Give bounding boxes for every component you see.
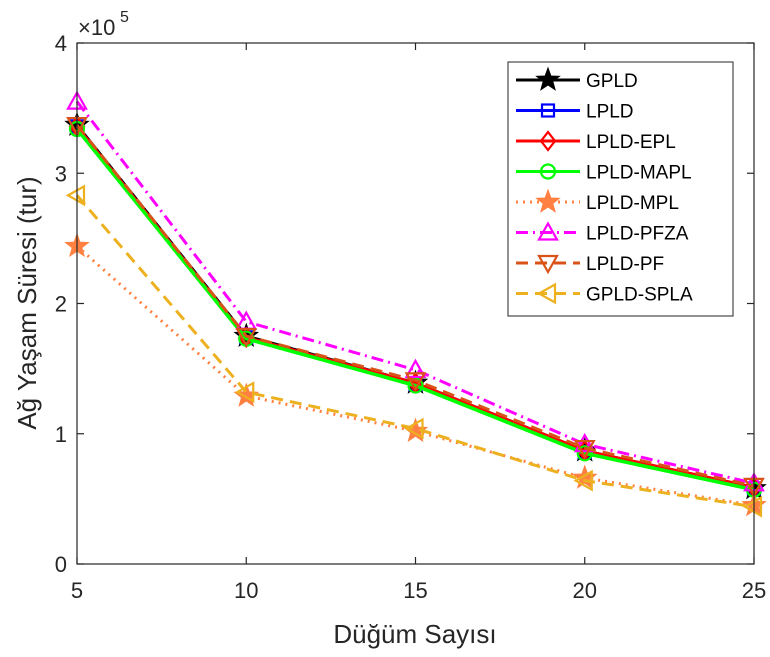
y-multiplier-exponent: 5 bbox=[120, 9, 129, 26]
legend-label: LPLD bbox=[586, 102, 634, 123]
data-point bbox=[404, 372, 427, 392]
legend-label: GPLD bbox=[586, 71, 638, 92]
series-line bbox=[75, 194, 755, 509]
y-tick-label: 2 bbox=[55, 292, 67, 317]
legend-marker bbox=[535, 66, 561, 91]
data-point bbox=[573, 469, 593, 492]
legend-marker bbox=[535, 188, 561, 213]
x-tick-label: 20 bbox=[573, 578, 597, 603]
legend-item: LPLD-MAPL bbox=[516, 163, 692, 184]
legend-marker bbox=[539, 130, 557, 152]
legend-label: LPLD-EPL bbox=[586, 132, 676, 153]
legend-label: LPLD-PFZA bbox=[586, 224, 689, 245]
legend-marker bbox=[536, 282, 557, 305]
legend-label: LPLD-MAPL bbox=[586, 163, 692, 184]
legend-label: LPLD-PF bbox=[586, 254, 664, 275]
legend-item: LPLD-MPL bbox=[516, 188, 679, 214]
data-point bbox=[576, 445, 593, 462]
y-tick-label: 4 bbox=[55, 31, 67, 56]
series-layer bbox=[64, 90, 767, 518]
data-point bbox=[571, 464, 598, 489]
data-point bbox=[742, 495, 763, 518]
x-tick-label: 15 bbox=[403, 578, 427, 603]
y-multiplier-base: ×10 bbox=[78, 15, 115, 40]
legend-item: GPLD bbox=[516, 66, 638, 92]
data-point bbox=[573, 439, 596, 460]
legend-item: GPLD-SPLA bbox=[516, 282, 693, 306]
y-tick-label: 1 bbox=[55, 422, 67, 447]
x-tick-label: 10 bbox=[234, 578, 258, 603]
legend-items: GPLD LPLD LPLD-EPL LPLD-MAPL LPLD-MPL LPLD-PF… bbox=[516, 66, 693, 306]
data-point bbox=[407, 377, 424, 394]
y-axis-title: Ağ Yaşam Süresi (tur) bbox=[12, 176, 42, 429]
series-line bbox=[75, 100, 755, 485]
axis-layer: 5 10 15 20 25 0 1 2 3 4 bbox=[55, 31, 766, 603]
legend-item: LPLD bbox=[516, 102, 634, 123]
y-tick-label: 0 bbox=[55, 552, 67, 577]
x-tick-label: 5 bbox=[71, 578, 83, 603]
legend-marker bbox=[539, 163, 557, 180]
data-point bbox=[235, 327, 258, 348]
legend-label: LPLD-MPL bbox=[586, 193, 679, 214]
legend: GPLD LPLD LPLD-EPL LPLD-MAPL LPLD-MPL LPLD-PF… bbox=[507, 61, 734, 317]
series-line bbox=[75, 124, 755, 488]
series-line bbox=[75, 127, 755, 492]
legend-marker bbox=[537, 254, 559, 275]
legend-label: GPLD-SPLA bbox=[586, 285, 693, 306]
data-point bbox=[404, 358, 427, 379]
legend-item: LPLD-PF bbox=[516, 254, 664, 275]
series-line bbox=[76, 245, 755, 507]
legend-box bbox=[507, 61, 734, 317]
legend-item: LPLD-PFZA bbox=[516, 221, 689, 245]
data-point bbox=[65, 184, 86, 207]
legend-marker bbox=[540, 103, 556, 118]
data-point bbox=[235, 381, 255, 403]
x-axis-title: Düğüm Sayısı bbox=[333, 619, 496, 649]
series-gpld-spla bbox=[65, 184, 763, 518]
data-point bbox=[404, 417, 424, 440]
data-point bbox=[573, 432, 596, 453]
legend-item: LPLD-EPL bbox=[516, 130, 676, 153]
y-tick-label: 3 bbox=[55, 161, 67, 186]
legend-marker bbox=[537, 221, 559, 241]
x-tick-label: 25 bbox=[742, 578, 766, 603]
